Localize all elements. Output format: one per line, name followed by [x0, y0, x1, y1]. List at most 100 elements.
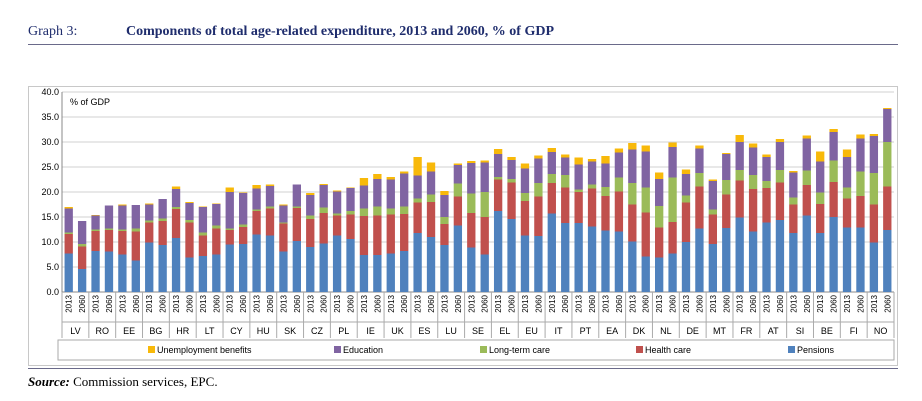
bar-segment-unemployment-benefits — [507, 157, 516, 160]
bar-segment-long-term-care — [695, 173, 704, 187]
bar-segment-education — [292, 184, 301, 207]
bar-segment-education — [520, 168, 530, 193]
country-label: HR — [176, 326, 189, 336]
bar-segment-pensions — [789, 233, 798, 292]
bar-segment-unemployment-benefits — [265, 184, 275, 186]
country-label: PT — [580, 326, 592, 336]
bar-segment-health-care — [198, 235, 208, 256]
bar-segment-health-care — [118, 231, 127, 255]
bar-segment-unemployment-benefits — [574, 157, 583, 165]
bar-segment-pensions — [856, 227, 865, 292]
x-tick-label: 2060 — [803, 294, 812, 312]
bar-segment-education — [708, 181, 717, 210]
bar-segment-education — [332, 191, 342, 214]
bar-segment-long-term-care — [520, 193, 530, 201]
bar-segment-unemployment-benefits — [440, 191, 449, 195]
bar-segment-long-term-care — [239, 224, 248, 227]
bar-segment-health-care — [655, 227, 664, 258]
bar-segment-unemployment-benefits — [869, 134, 879, 136]
bar-segment-pensions — [104, 251, 114, 292]
x-tick-label: 2060 — [695, 294, 704, 312]
x-tick-label: 2013 — [145, 294, 154, 312]
bar-segment-education — [359, 185, 369, 209]
bar-segment-long-term-care — [359, 208, 369, 216]
bar-segment-education — [131, 205, 140, 229]
bar-segment-education — [722, 154, 731, 180]
bar-segment-health-care — [614, 191, 624, 232]
bar-segment-education — [681, 174, 691, 196]
bar-segment-long-term-care — [64, 232, 73, 234]
bar-segment-pensions — [252, 234, 261, 292]
bar-segment-long-term-care — [467, 193, 476, 213]
legend-label: Unemployment benefits — [157, 345, 252, 355]
bar-segment-long-term-care — [775, 170, 785, 183]
x-tick-label: 2060 — [534, 294, 543, 312]
country-label: PL — [338, 326, 349, 336]
x-tick-label: 2060 — [293, 294, 302, 312]
bar-segment-health-care — [158, 221, 167, 245]
x-tick-label: 2013 — [306, 294, 315, 312]
bar-segment-education — [587, 161, 597, 185]
bar-segment-long-term-care — [373, 206, 382, 216]
bar-segment-unemployment-benefits — [587, 159, 597, 162]
bar-segment-unemployment-benefits — [614, 148, 624, 153]
bar-segment-education — [601, 163, 610, 187]
bar-segment-health-care — [279, 223, 288, 252]
x-tick-label: 2013 — [92, 294, 101, 312]
country-label: DE — [686, 326, 699, 336]
x-tick-label: 2013 — [279, 294, 288, 312]
country-label: IT — [555, 326, 564, 336]
x-tick-label: 2060 — [266, 294, 275, 312]
bar-segment-long-term-care — [279, 222, 288, 224]
bar-segment-unemployment-benefits — [547, 148, 556, 152]
y-tick-label: 15.0 — [41, 212, 59, 222]
bar-segment-health-care — [816, 204, 825, 233]
x-tick-label: 2013 — [763, 294, 772, 312]
bar-segment-pensions — [722, 228, 731, 292]
bar-segment-long-term-care — [319, 207, 328, 213]
bar-segment-education — [118, 205, 127, 230]
bar-segment-health-care — [145, 222, 154, 243]
legend-swatch — [480, 346, 487, 353]
bar-segment-pensions — [842, 227, 852, 292]
bar-segment-unemployment-benefits — [480, 160, 489, 163]
bar-segment-education — [225, 192, 234, 229]
x-tick-label: 2060 — [212, 294, 221, 312]
bar-segment-health-care — [722, 194, 731, 228]
country-label: LV — [70, 326, 80, 336]
bar-segment-health-care — [520, 201, 530, 236]
bar-segment-pensions — [467, 247, 476, 292]
bar-segment-health-care — [467, 213, 476, 248]
x-tick-label: 2013 — [816, 294, 825, 312]
y-tick-label: 20.0 — [41, 187, 59, 197]
bar-segment-unemployment-benefits — [695, 145, 704, 149]
source-label: Source: — [28, 374, 70, 389]
bar-segment-pensions — [373, 255, 382, 292]
bar-segment-pensions — [587, 226, 597, 292]
x-tick-label: 2060 — [883, 294, 892, 312]
bar-segment-long-term-care — [225, 228, 234, 230]
bar-segment-education — [77, 221, 87, 244]
bar-segment-education — [748, 147, 758, 175]
country-label: FI — [850, 326, 858, 336]
bar-segment-pensions — [681, 242, 691, 292]
bar-segment-health-care — [480, 217, 489, 255]
bar-segment-unemployment-benefits — [722, 153, 731, 154]
bar-segment-pensions — [655, 257, 664, 292]
country-label: BG — [149, 326, 162, 336]
bar-segment-health-care — [775, 182, 785, 220]
bar-segment-unemployment-benefits — [185, 202, 194, 203]
bar-segment-pensions — [239, 244, 248, 292]
bar-segment-long-term-care — [493, 177, 503, 180]
bar-segment-education — [145, 204, 154, 221]
bar-segment-pensions — [64, 253, 73, 292]
x-tick-label: 2013 — [682, 294, 691, 312]
bar-segment-pensions — [829, 217, 838, 292]
bar-segment-education — [212, 204, 221, 226]
bar-segment-education — [440, 195, 449, 217]
bar-segment-health-care — [212, 228, 221, 255]
bar-segment-pensions — [480, 254, 489, 292]
bar-segment-unemployment-benefits — [628, 143, 637, 150]
bar-segment-long-term-care — [534, 183, 543, 197]
bar-segment-health-care — [842, 198, 852, 228]
